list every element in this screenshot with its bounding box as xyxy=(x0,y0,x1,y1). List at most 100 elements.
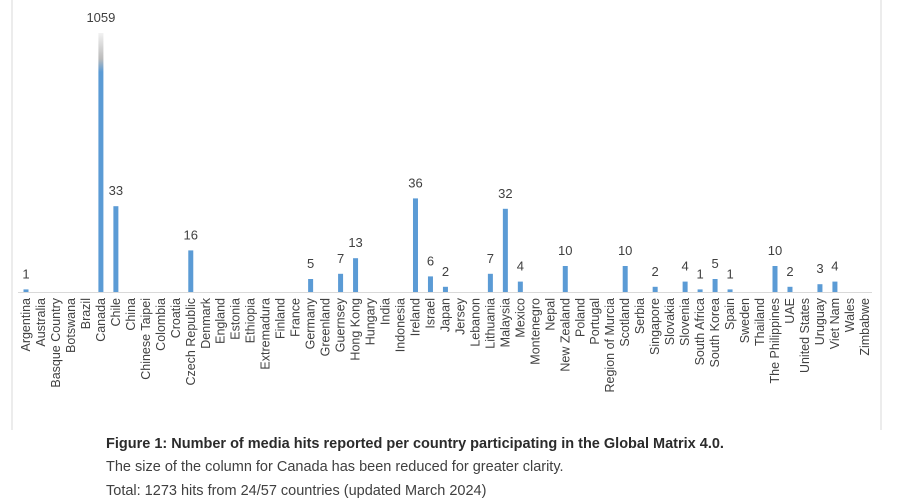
data-label: 13 xyxy=(348,235,362,250)
x-tick-label: South Korea xyxy=(708,298,722,368)
x-tick-label: France xyxy=(289,298,303,337)
x-tick-label: New Zealand xyxy=(558,298,572,372)
data-label: 33 xyxy=(109,183,123,198)
x-tick-label: Botswana xyxy=(64,298,78,353)
x-tick-label: Zimbabwe xyxy=(858,298,872,356)
data-label: 36 xyxy=(408,175,422,190)
data-label: 4 xyxy=(517,259,524,274)
bar xyxy=(817,284,823,292)
x-tick-label: Nepal xyxy=(543,298,557,331)
x-tick-label: Lithuania xyxy=(483,298,497,349)
x-tick-label: Montenegro xyxy=(528,298,542,365)
bar xyxy=(412,198,418,292)
x-tick-label: Slovakia xyxy=(663,298,677,345)
data-label: 2 xyxy=(786,264,793,279)
x-tick-label: Spain xyxy=(723,298,737,330)
x-tick-label: Israel xyxy=(423,298,437,329)
bar xyxy=(697,289,703,292)
data-label: 5 xyxy=(711,256,718,271)
bar xyxy=(682,281,688,292)
x-tick-label: Basque Country xyxy=(49,297,63,387)
data-label: 4 xyxy=(682,259,689,274)
x-tick-label: The Philippines xyxy=(768,298,782,383)
x-tick-label: Jersey xyxy=(453,297,467,335)
x-tick-label: China xyxy=(124,298,138,331)
x-tick-label: UAE xyxy=(783,298,797,324)
bar xyxy=(832,281,838,292)
x-tick-label: Germany xyxy=(304,297,318,349)
x-tick-label: Wales xyxy=(843,298,857,332)
x-tick-label: Hungary xyxy=(364,297,378,345)
x-tick-label: Chile xyxy=(109,298,123,327)
data-label: 1 xyxy=(726,266,733,281)
x-tick-label: Region of Murcia xyxy=(603,298,617,393)
data-label: 3 xyxy=(816,261,823,276)
bar xyxy=(353,258,359,292)
x-tick-label: Viet Nam xyxy=(828,298,842,349)
x-tick-label: Indonesia xyxy=(394,298,408,352)
x-tick-label: Croatia xyxy=(169,298,183,338)
x-tick-label: Serbia xyxy=(633,298,647,334)
data-label: 2 xyxy=(652,264,659,279)
bar xyxy=(442,286,448,292)
bar xyxy=(652,286,658,292)
x-tick-label: Denmark xyxy=(199,297,213,348)
x-tick-label: Ethiopia xyxy=(244,298,258,343)
bar xyxy=(562,266,568,292)
x-tick-label: Hong Kong xyxy=(349,298,363,361)
x-tick-label: Malaysia xyxy=(498,298,512,347)
figure-caption-title: Figure 1: Number of media hits reported … xyxy=(106,436,724,452)
x-tick-label: Lebanon xyxy=(468,298,482,347)
bar xyxy=(787,286,793,292)
x-tick-label: Sweden xyxy=(738,298,752,343)
figure-caption-total: Total: 1273 hits from 24/57 countries (u… xyxy=(106,483,487,499)
data-label: 1 xyxy=(22,266,29,281)
x-tick-label: India xyxy=(379,298,393,325)
bar xyxy=(98,33,104,292)
x-tick-label: Argentina xyxy=(19,298,33,352)
x-tick-label: Uruguay xyxy=(813,297,827,345)
x-tick-label: Chinese Taipei xyxy=(139,298,153,380)
data-label: 5 xyxy=(307,256,314,271)
x-tick-label: Greenland xyxy=(319,298,333,356)
x-tick-label: United States xyxy=(798,298,812,373)
x-tick-label: Australia xyxy=(34,298,48,347)
data-label: 7 xyxy=(337,251,344,266)
x-tick-label: Portugal xyxy=(588,298,602,345)
bar xyxy=(188,250,194,292)
bar xyxy=(23,289,29,292)
data-label: 10 xyxy=(618,243,632,258)
x-tick-label: Slovenia xyxy=(678,298,692,346)
x-tick-label: Czech Republic xyxy=(184,298,198,386)
x-tick-label: Canada xyxy=(94,298,108,342)
x-tick-label: Guernsey xyxy=(334,297,348,352)
bar xyxy=(517,281,523,292)
figure-caption-note: The size of the column for Canada has be… xyxy=(106,459,564,475)
data-label: 10 xyxy=(558,243,572,258)
x-tick-label: Mexico xyxy=(513,298,527,338)
bar xyxy=(772,266,778,292)
data-label: 4 xyxy=(831,259,838,274)
bar xyxy=(487,273,493,292)
x-tick-label: Estonia xyxy=(229,298,243,340)
x-tick-label: Poland xyxy=(573,298,587,337)
bar xyxy=(712,279,718,292)
x-tick-label: Extremadura xyxy=(259,298,273,370)
x-tick-label: England xyxy=(214,298,228,344)
bar xyxy=(622,266,628,292)
data-label: 32 xyxy=(498,186,512,201)
x-tick-label: Brazil xyxy=(79,298,93,329)
bar xyxy=(113,206,119,292)
data-label: 1059 xyxy=(86,10,115,25)
data-label: 2 xyxy=(442,264,449,279)
x-tick-label: South Africa xyxy=(693,298,707,365)
x-tick-label: Scotland xyxy=(618,298,632,347)
bar xyxy=(727,289,733,292)
x-tick-label: Japan xyxy=(438,298,452,332)
bar xyxy=(427,276,433,292)
data-label: 10 xyxy=(768,243,782,258)
bar xyxy=(338,273,344,292)
x-tick-label: Singapore xyxy=(648,298,662,355)
